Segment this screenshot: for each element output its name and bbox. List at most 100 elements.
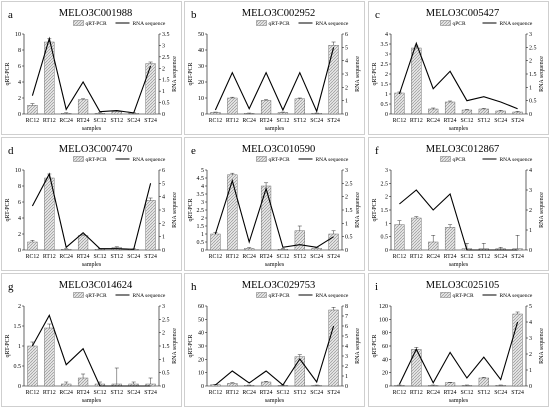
left-tick-label: 0 [18,112,21,118]
left-tick-label: 0 [385,384,388,390]
bar [461,385,473,387]
category-label: SC12 [93,118,106,124]
left-tick-label: 1.5 [14,324,22,330]
category-label: RT24 [260,390,273,396]
category-label: RT12 [226,254,239,260]
right-tick-label: 2 [529,59,532,65]
bar [94,112,106,115]
category-label: RC12 [393,118,407,124]
right-tick-label: 5 [162,181,165,187]
bar [77,99,89,115]
bar [311,385,322,387]
right-tick-label: 2.5 [529,45,537,51]
right-tick-label: 2 [345,364,348,370]
panel-letter: e [191,145,196,157]
bar [244,112,255,115]
category-label: RT12 [43,390,56,396]
panel-d: d MELO3C007470 qRT-PCR RNA sequence 0 2 4 6 8 10 0… [1,137,182,271]
category-label: ST12 [478,118,491,124]
bar [44,327,55,387]
bar [77,235,89,251]
left-tick-label: 1.5 [197,224,205,230]
left-tick-label: 10 [15,32,21,38]
panel-letter: d [8,145,14,157]
right-tick-label: 0 [529,248,532,254]
right-tick-label: 2.5 [162,55,170,61]
legend-line-label: RNA sequence [500,21,533,27]
category-label: ST24 [511,118,524,124]
bar [260,381,272,387]
category-label: SC24 [127,390,140,396]
right-tick-label: 3 [529,32,532,38]
left-tick-label: 80 [382,331,388,337]
category-label: RT12 [43,254,56,260]
right-tick-label: 4 [529,168,532,174]
right-tick-label: 1 [162,357,165,363]
panel-title: MELO3C002952 [242,8,316,19]
right-tick-label: 1 [529,85,532,91]
bar [311,112,322,115]
legend-bar-swatch [440,292,451,298]
left-tick-label: 10 [198,371,204,377]
right-tick-label: 0 [529,112,532,118]
legend-line-label: RNA sequence [133,293,166,299]
panel-title: MELO3C029753 [242,280,316,291]
right-tick-label: 0 [345,384,348,390]
left-tick-label: 0.5 [381,235,389,241]
category-label: RT24 [260,118,273,124]
right-tick-label: 0 [162,248,165,254]
category-label: ST12 [294,254,307,260]
category-label: RC24 [426,118,440,124]
category-label: SC24 [494,254,507,260]
bar [77,377,89,387]
category-label: SC24 [310,390,323,396]
category-label: SC24 [127,118,140,124]
right-tick-label: 1 [162,235,165,241]
bar [27,104,38,115]
legend-bar-swatch [440,20,451,26]
legend-line-label: RNA sequence [133,21,166,27]
legend-bar-swatch [440,156,451,162]
category-label: SC12 [93,390,106,396]
right-tick-label: 5 [345,45,348,51]
right-axis-title: RNA sequence [539,192,545,228]
bar [27,241,38,251]
left-axis-title: qRT-PCR [372,198,378,221]
legend-bar-swatch [256,20,267,26]
bar [260,100,272,115]
right-tick-label: 5 [345,334,348,340]
legend-bar-label: qRT-PCR [269,157,291,163]
legend-bar-swatch [73,20,84,26]
category-label: RC12 [26,118,40,124]
legend-bar-swatch [256,292,267,298]
left-tick-label: 1.5 [381,208,389,214]
category-label: ST24 [327,254,340,260]
category-label: SC12 [460,118,473,124]
category-label: RT24 [444,118,457,124]
right-tick-label: 1 [345,99,348,105]
right-tick-label: 3 [345,72,348,78]
category-label: RC24 [426,254,440,260]
category-label: ST12 [478,254,491,260]
left-tick-label: 0.5 [197,240,205,246]
bar [311,248,322,251]
left-axis-title: qRT-PCR [372,62,378,85]
right-tick-label: 3 [162,43,165,49]
right-tick-label: 3 [529,188,532,194]
right-tick-label: 8 [345,304,348,310]
category-label: RC12 [26,254,40,260]
right-tick-label: 1.5 [162,78,170,84]
right-tick-label: 0 [345,248,348,254]
right-tick-label: 2 [162,221,165,227]
legend-bar-label: qPCR [453,157,466,163]
x-axis-title: samples [82,262,102,268]
legend-bar-label: qRT-PCR [86,21,108,27]
left-tick-label: 2 [385,195,388,201]
right-axis-title: RNA sequence [355,56,361,92]
right-tick-label: 3.5 [162,32,170,38]
category-label: ST24 [144,254,157,260]
left-tick-label: 20 [198,357,204,363]
panel-letter: a [8,9,13,21]
left-tick-label: 40 [382,357,388,363]
